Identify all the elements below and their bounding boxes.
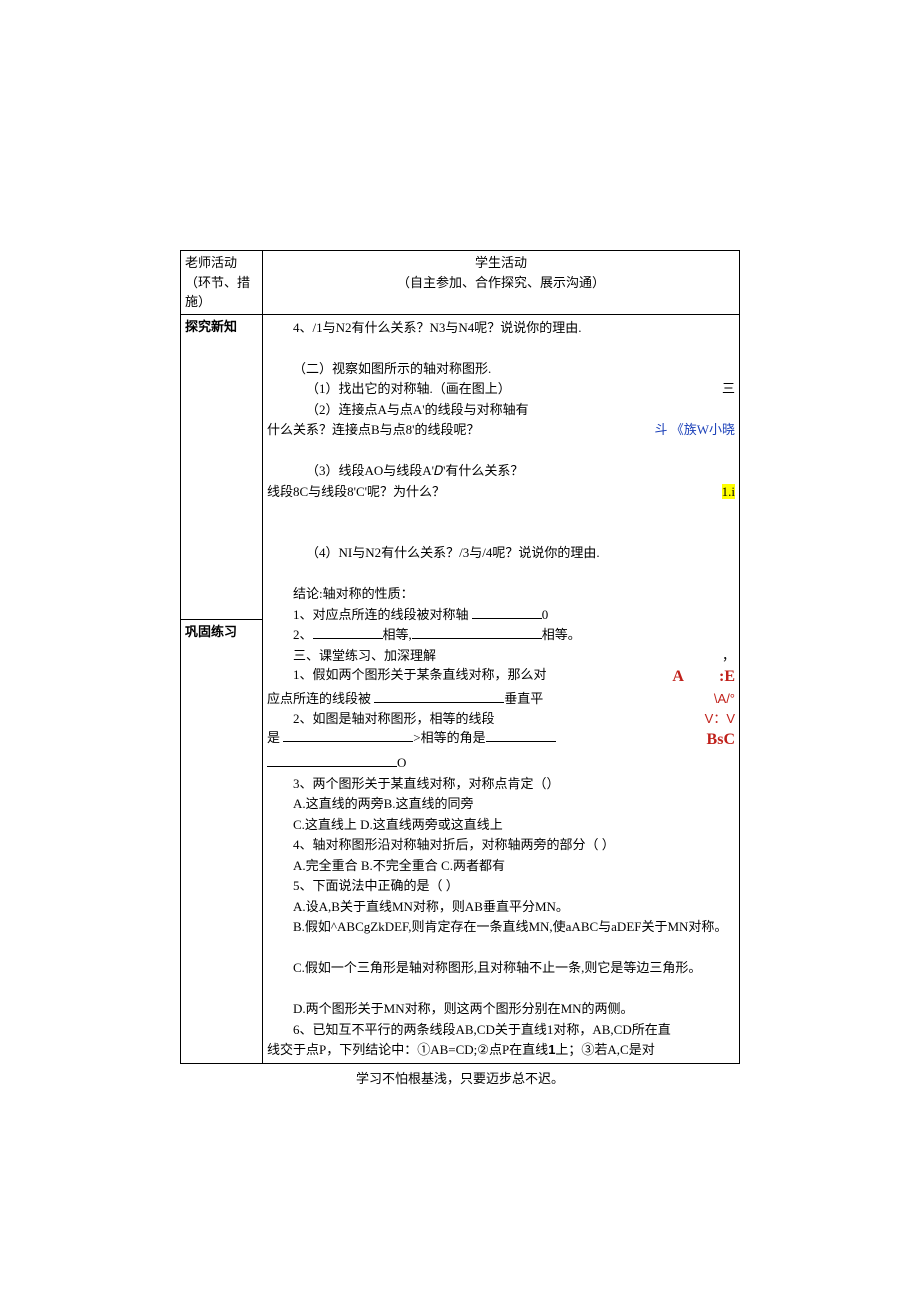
lesson-table: 老师活动 （环节、措施） 学生活动 （自主参加、合作探究、展示沟通） 探究新知 … xyxy=(180,250,740,1064)
ex5-d: D.两个图形关于MN对称，则这两个图形分别在MN的两侧。 xyxy=(293,1001,634,1016)
sec2-2b: 什么关系？连接点B与点8'的线段呢？ xyxy=(267,420,646,440)
content-cell: 4、/1与N2有什么关系？N3与N4呢？说说你的理由. （二）视察如图所示的轴对… xyxy=(263,314,740,1063)
blank-1 xyxy=(472,605,542,619)
left-column-cell: 探究新知 巩固练习 xyxy=(181,314,263,1063)
header-right-cell: 学生活动 （自主参加、合作探究、展示沟通） xyxy=(263,251,740,315)
conc2-pre: 2、 xyxy=(293,627,313,642)
blank-ex1 xyxy=(374,689,504,703)
blank-ex2c xyxy=(267,753,397,767)
left-label-explore: 探究新知 xyxy=(185,319,237,334)
ex2-b-rhs: BsC xyxy=(699,728,735,752)
sec2-3: （3）线段AO与线段A'𝐷'有什么关系？ xyxy=(306,463,523,478)
ex1-b-rhs: \A/° xyxy=(706,689,735,709)
ex1-a: 1、假如两个图形关于某条直线对称，那么对 xyxy=(267,665,664,689)
ex5-a: A.设A,B关于直线MN对称，则AB垂直平分MN。 xyxy=(293,899,569,914)
header-left-line1: 老师活动 xyxy=(185,255,237,270)
sec2-1: （1）找出它的对称轴.（画在图上） xyxy=(267,379,714,399)
blank-2b xyxy=(412,625,542,639)
sec2-1-right: 三 xyxy=(714,379,735,399)
ex3: 3、两个图形关于某直线对称，对称点肯定（） xyxy=(293,776,560,791)
ex5-b: B.假如^ABCgZkDEF,则肯定存在一条直线MN,使aABC与aDEF关于M… xyxy=(293,919,727,934)
header-left-line2: （环节、措施） xyxy=(185,275,250,310)
sec2-title: （二）视察如图所示的轴对称图形. xyxy=(293,361,491,376)
ex2-a-rhs: V：V xyxy=(697,709,735,729)
header-right-line2: （自主参加、合作探究、展示沟通） xyxy=(397,275,605,290)
ex1-b-pre: 应点所连的线段被 xyxy=(267,691,374,706)
ex2-b-pre: 是 xyxy=(267,730,283,745)
sec2-2b-right: 斗 《族W小晓 xyxy=(646,420,735,440)
sec3-title: 三、课堂练习、加深理解 xyxy=(267,646,714,666)
ex3-opts: A.这直线的两旁B.这直线的同旁 xyxy=(293,796,474,811)
ex2-b-mid: >相等的角是 xyxy=(413,730,485,745)
sec2-3b-right: 1.i xyxy=(722,484,735,499)
sec2-4: （4）NI与N2有什么关系？/3与/4呢？说说你的理由. xyxy=(306,545,600,560)
page-footer: 学习不怕根基浅，只要迈步总不迟。 xyxy=(180,1064,740,1087)
ex1-a-E: :E xyxy=(719,668,735,685)
header-left-cell: 老师活动 （环节、措施） xyxy=(181,251,263,315)
ex4-opts: A.完全重合 B.不完全重合 C.两者都有 xyxy=(293,858,505,873)
conclusion-title: 结论:轴对称的性质： xyxy=(293,586,414,601)
blank-ex2b xyxy=(486,728,556,742)
ex6-a: 6、已知互不平行的两条线段AB,CD关于直线1对称，AB,CD所在直 xyxy=(293,1022,671,1037)
sec3-title-right: ， xyxy=(714,646,735,666)
ex2-a: 2、如图是轴对称图形，相等的线段 xyxy=(267,709,697,729)
ex5-c: C.假如一个三角形是轴对称图形,且对称轴不止一条,则它是等边三角形。 xyxy=(293,960,701,975)
body-row: 探究新知 巩固练习 4、/1与N2有什么关系？N3与N4呢？说说你的理由. （二… xyxy=(181,314,740,1063)
sec2-2: （2）连接点A与点A'的线段与对称轴有 xyxy=(306,402,529,417)
ex1-b-suf: 垂直平 xyxy=(504,691,543,706)
conc2-mid: 相等, xyxy=(383,627,412,642)
q4-text: 4、/1与N2有什么关系？N3与N4呢？说说你的理由. xyxy=(293,320,582,335)
header-right-line1: 学生活动 xyxy=(475,255,527,270)
blank-ex2a xyxy=(283,728,413,742)
blank-2a xyxy=(313,625,383,639)
left-label-practice: 巩固练习 xyxy=(185,624,237,639)
sec2-3b: 线段8C与线段8'C'呢？为什么？ xyxy=(267,482,714,502)
ex2-c: O xyxy=(397,755,406,770)
ex6-b-pre: 线交于点P，下列结论中：①AB=CD;②点P在直线 xyxy=(267,1042,548,1057)
conc1-pre: 1、对应点所连的线段被对称轴 xyxy=(293,607,472,622)
ex4: 4、轴对称图形沿对称轴对折后，对称轴两旁的部分（ ） xyxy=(293,837,615,852)
ex1-a-A: A xyxy=(672,668,683,685)
ex3-opts2: C.这直线上 D.这直线两旁或这直线上 xyxy=(293,817,503,832)
ex5: 5、下面说法中正确的是（ ） xyxy=(293,878,459,893)
conc2-suf: 相等。 xyxy=(542,627,581,642)
ex6-b-suf: 上；③若A,C是对 xyxy=(555,1042,654,1057)
conc1-suf: 0 xyxy=(542,607,549,622)
header-row: 老师活动 （环节、措施） 学生活动 （自主参加、合作探究、展示沟通） xyxy=(181,251,740,315)
